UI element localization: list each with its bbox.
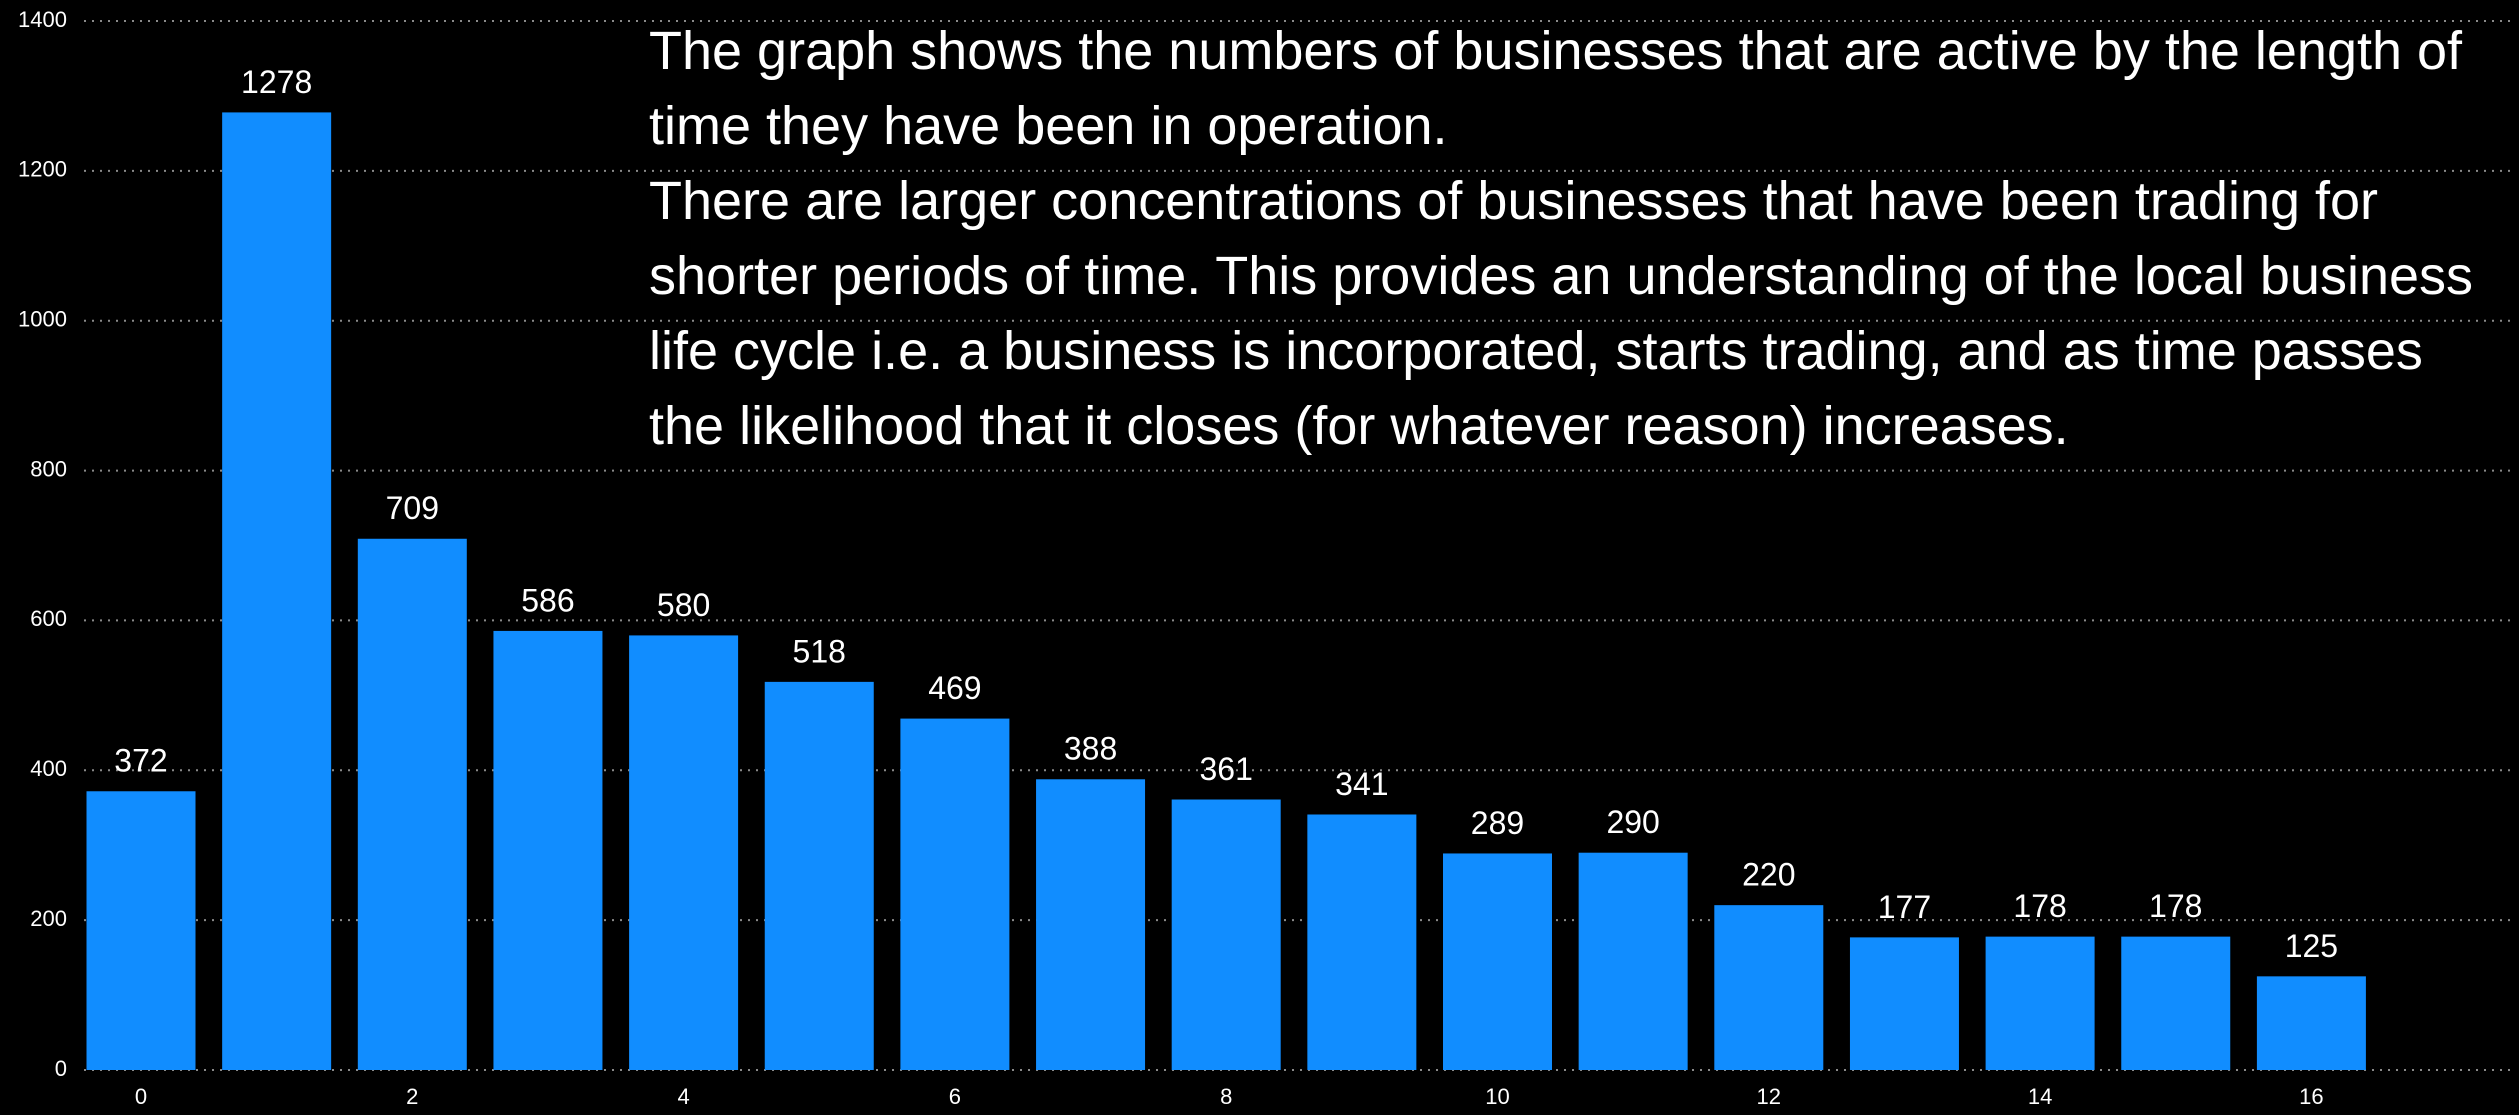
data-label: 518 bbox=[793, 633, 846, 669]
bar bbox=[629, 635, 739, 1070]
x-tick-label: 0 bbox=[135, 1084, 147, 1109]
bar bbox=[1985, 936, 2095, 1070]
x-tick-label: 16 bbox=[2299, 1084, 2323, 1109]
data-label: 1278 bbox=[241, 64, 312, 100]
x-tick-label: 2 bbox=[406, 1084, 418, 1109]
data-label: 469 bbox=[928, 670, 981, 706]
data-label: 289 bbox=[1471, 805, 1524, 841]
bar bbox=[222, 112, 332, 1071]
data-label: 220 bbox=[1742, 857, 1795, 893]
bar bbox=[1849, 937, 1959, 1070]
x-tick-label: 4 bbox=[677, 1084, 689, 1109]
data-label: 586 bbox=[521, 582, 574, 618]
y-tick-label: 1400 bbox=[18, 7, 67, 32]
bar bbox=[1443, 853, 1552, 1070]
y-tick-label: 200 bbox=[30, 906, 67, 931]
data-label: 341 bbox=[1335, 766, 1388, 802]
y-tick-label: 0 bbox=[55, 1056, 67, 1081]
x-tick-label: 10 bbox=[1485, 1084, 1509, 1109]
annotation-text: The graph shows the numbers of businesse… bbox=[649, 21, 2463, 156]
y-tick-label: 1200 bbox=[18, 157, 67, 182]
y-tick-label: 1000 bbox=[18, 307, 67, 332]
data-label: 361 bbox=[1200, 751, 1253, 787]
bar bbox=[1578, 852, 1688, 1070]
data-label: 125 bbox=[2285, 928, 2338, 964]
data-label: 290 bbox=[1606, 804, 1659, 840]
y-tick-label: 600 bbox=[30, 606, 67, 631]
bar bbox=[2121, 936, 2231, 1070]
x-tick-label: 12 bbox=[1757, 1084, 1781, 1109]
data-label: 178 bbox=[2149, 888, 2202, 924]
bar bbox=[764, 681, 874, 1070]
bar bbox=[493, 630, 603, 1070]
data-label: 580 bbox=[657, 587, 710, 623]
x-tick-label: 6 bbox=[949, 1084, 961, 1109]
data-label: 178 bbox=[2013, 888, 2066, 924]
bar bbox=[2256, 976, 2366, 1070]
x-tick-label: 14 bbox=[2028, 1084, 2052, 1109]
bar bbox=[1171, 799, 1281, 1070]
data-label: 372 bbox=[114, 743, 167, 779]
y-tick-label: 800 bbox=[30, 456, 67, 481]
data-label: 388 bbox=[1064, 731, 1117, 767]
bar bbox=[900, 718, 1010, 1070]
bar bbox=[357, 538, 467, 1070]
x-tick-label: 8 bbox=[1220, 1084, 1232, 1109]
data-label: 177 bbox=[1878, 889, 1931, 925]
annotation: The graph shows the numbers of businesse… bbox=[649, 14, 2509, 464]
bar bbox=[86, 791, 196, 1070]
bar bbox=[1714, 905, 1824, 1070]
bar bbox=[1036, 779, 1146, 1070]
bar bbox=[1307, 814, 1417, 1070]
annotation-text: There are larger concentrations of busin… bbox=[649, 171, 2474, 456]
data-label: 709 bbox=[386, 490, 439, 526]
y-tick-label: 400 bbox=[30, 756, 67, 781]
